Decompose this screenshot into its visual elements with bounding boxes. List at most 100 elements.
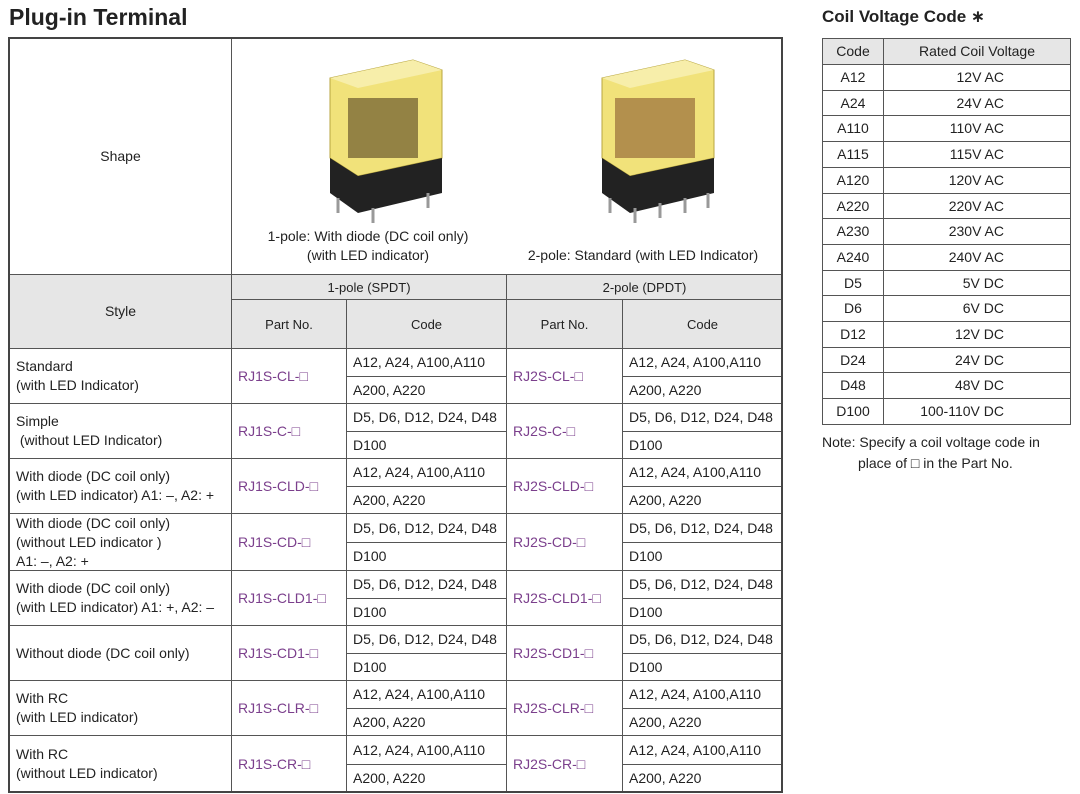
coil-code-text: A230: [836, 223, 870, 239]
code-header-text: Code: [686, 316, 719, 332]
coil-code: A12: [822, 64, 884, 91]
part-number: RJ1S-CD1-□: [231, 625, 347, 681]
coil-code-text: D100: [836, 403, 870, 419]
caption-line: 2-pole: Standard (with LED Indicator): [527, 247, 759, 263]
code-cell-text: A200, A220: [353, 381, 426, 398]
code-cell-text: A200, A220: [629, 491, 702, 508]
style-cell: With diode (DC coil only) (with LED indic…: [9, 570, 232, 626]
coil-code: D6: [822, 295, 884, 322]
coil-code: D24: [822, 347, 884, 373]
coil-code-text: A220: [836, 197, 870, 214]
caption-line: (with LED indicator): [306, 247, 430, 263]
coil-voltage: 24V DC: [883, 347, 1071, 373]
coil-code: D100: [822, 398, 884, 425]
code-cell: A12, A24, A100,A110: [346, 735, 507, 765]
style-cell: Standard (with LED Indicator): [9, 348, 232, 404]
code-cell-text: A12, A24, A100,A110: [353, 354, 486, 370]
code-cell: A200, A220: [346, 708, 507, 736]
coil-code-text: A12: [840, 69, 866, 85]
code-cell: D5, D6, D12, D24, D48: [622, 513, 783, 543]
code-cell-text: A12, A24, A100,A110: [353, 741, 486, 758]
code-cell: A200, A220: [622, 376, 783, 404]
code-cell: D100: [622, 431, 783, 459]
code-cell: D5, D6, D12, D24, D48: [346, 403, 507, 432]
part-number: RJ1S-CLD-□: [231, 458, 347, 514]
coil-voltage: 230V AC: [883, 218, 1071, 245]
code-cell: D5, D6, D12, D24, D48: [622, 403, 783, 432]
style-header: Style: [9, 274, 232, 349]
page-title: Plug-in Terminal: [9, 4, 188, 30]
style-cell-text: (without LED indicator ): [16, 533, 162, 550]
code-cell: D5, D6, D12, D24, D48: [622, 570, 783, 599]
code-cell-text: A200, A220: [353, 491, 426, 508]
coil-voltage-text: 110V AC: [949, 120, 1004, 136]
code-cell-text: A200, A220: [629, 770, 702, 786]
shape-caption: 2-pole: Standard (with LED Indicator): [506, 246, 780, 265]
coil-code-text: D48: [840, 377, 866, 393]
coil-code: A24: [822, 90, 884, 116]
part-number-text: RJ2S-CD1-□: [513, 644, 594, 661]
part-number: RJ1S-C-□: [231, 403, 347, 459]
coil-voltage-text: 240V AC: [948, 249, 1004, 265]
style-cell-text: (without LED Indicator): [16, 432, 163, 448]
part-number-text: RJ1S-CR-□: [238, 755, 311, 772]
coil-voltage: 5V DC: [883, 270, 1071, 296]
code-cell-text: D100: [353, 603, 387, 620]
part-number: RJ2S-CL-□: [506, 348, 623, 404]
group-header: 1-pole (SPDT): [231, 274, 507, 300]
coil-code-text: A115: [837, 146, 869, 162]
group-header-text: 1-pole (SPDT): [327, 279, 411, 295]
coil-voltage-text: 6V DC: [962, 300, 1004, 316]
code-cell: A12, A24, A100,A110: [622, 735, 783, 765]
code-cell-text: D100: [353, 436, 387, 453]
part-number-text: RJ2S-CR-□: [513, 755, 586, 772]
code-cell-text: A200, A220: [629, 713, 702, 730]
code-cell-text: D100: [629, 658, 663, 675]
part-number-text: RJ2S-CL-□: [513, 367, 583, 384]
part-header: Part No.: [231, 299, 347, 349]
code-cell-text: D100: [353, 658, 387, 675]
code-cell-text: D100: [629, 548, 663, 564]
coil-code-text: D24: [840, 351, 866, 368]
code-cell: A12, A24, A100,A110: [346, 458, 507, 487]
code-cell-text: D5, D6, D12, D24, D48: [629, 631, 773, 647]
part-number: RJ2S-CLD-□: [506, 458, 623, 514]
style-cell-text: With RC: [16, 690, 69, 706]
style-cell-text: (with LED Indicator): [16, 377, 139, 393]
code-header: Code: [622, 299, 783, 349]
style-cell-text: (with LED indicator) A1: +, A2: –: [16, 599, 215, 615]
code-cell: A200, A220: [622, 486, 783, 514]
part-number-text: RJ2S-C-□: [513, 422, 576, 439]
part-number-text: RJ1S-CL-□: [238, 367, 308, 384]
coil-voltage-text: 115V AC: [949, 146, 1004, 162]
style-cell: With RC (without LED indicator): [9, 735, 232, 793]
code-cell-text: A200, A220: [353, 713, 426, 730]
relay-image: [329, 59, 443, 223]
code-cell-text: A12, A24, A100,A110: [629, 464, 762, 480]
part-number-text: RJ1S-CLD1-□: [238, 589, 326, 606]
code-cell: D100: [346, 598, 507, 626]
code-cell: D100: [622, 653, 783, 681]
style-cell-text: (without LED indicator): [16, 765, 158, 781]
part-number: RJ2S-CD-□: [506, 513, 623, 571]
coil-voltage-text: 120V AC: [948, 172, 1004, 188]
code-header-text: Code: [410, 316, 443, 332]
style-cell: With diode (DC coil only) (without LED in…: [9, 513, 232, 571]
code-cell: A12, A24, A100,A110: [346, 348, 507, 377]
code-cell-text: D5, D6, D12, D24, D48: [353, 631, 497, 647]
style-cell-text: Simple: [16, 413, 59, 429]
style-cell: Without diode (DC coil only): [9, 625, 232, 681]
style-cell: With diode (DC coil only) (with LED indic…: [9, 458, 232, 514]
part-number-text: RJ2S-CLR-□: [513, 699, 594, 716]
code-cell: A200, A220: [622, 764, 783, 793]
relay-image: [601, 59, 715, 223]
group-header: 2-pole (DPDT): [506, 274, 783, 300]
coil-code-text: D6: [844, 300, 862, 316]
coil-voltage: 120V AC: [883, 167, 1071, 194]
coil-voltage-text: 220V AC: [948, 197, 1004, 214]
coil-code: D5: [822, 270, 884, 296]
shape-label: Shape: [9, 38, 232, 275]
coil-code-text: A24: [840, 94, 866, 111]
coil-header-text: Rated Coil Voltage: [919, 43, 1035, 59]
